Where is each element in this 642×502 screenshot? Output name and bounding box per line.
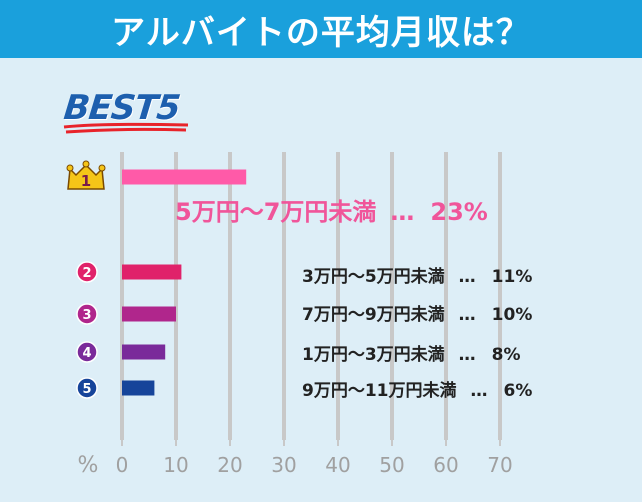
separator: …: [390, 198, 415, 226]
separator: …: [458, 267, 476, 287]
category-label: 7万円〜9万円未満: [302, 305, 445, 325]
separator: …: [458, 305, 476, 325]
rank-number: 1: [81, 172, 91, 190]
value-label: 6%: [503, 381, 533, 401]
x-unit-label: %: [78, 453, 99, 478]
best5-underline: [63, 122, 189, 134]
rank-2-label: 3万円〜5万円未満 … 11%: [302, 262, 532, 287]
rank-3-label: 7万円〜9万円未満 … 10%: [302, 300, 532, 325]
x-tick-label: 60: [433, 453, 458, 477]
value-label: 11%: [491, 267, 533, 287]
bar-rank-2: [122, 264, 182, 280]
rank-number: 3: [82, 308, 91, 323]
x-tick-label: 0: [116, 453, 129, 477]
value-label: 10%: [491, 305, 533, 325]
rank-4-label: 1万円〜3万円未満 … 8%: [302, 340, 521, 365]
category-label: 1万円〜3万円未満: [302, 345, 445, 365]
value-label: 8%: [491, 345, 521, 365]
rank-number: 2: [82, 266, 91, 281]
category-label: 3万円〜5万円未満: [302, 267, 445, 287]
rank-number: 4: [82, 346, 91, 361]
rank-1-label: 5万円〜7万円未満 … 23%: [175, 192, 488, 227]
x-tick-label: 70: [487, 453, 512, 477]
rank-circle: [76, 303, 98, 325]
x-tick-label: 50: [379, 453, 404, 477]
x-tick-label: 20: [217, 453, 242, 477]
rank-5-label: 9万円〜11万円未満 … 6%: [302, 376, 532, 401]
bar-rank-4: [122, 344, 166, 360]
category-label: 5万円〜7万円未満: [175, 198, 377, 226]
x-tick-label: 10: [163, 453, 188, 477]
bar-rank-5: [122, 380, 155, 396]
rank-circle: [76, 341, 98, 363]
value-label: 23%: [430, 198, 488, 226]
rank-number: 5: [82, 382, 91, 397]
rank-circle: [76, 261, 98, 283]
x-tick-label: 40: [325, 453, 350, 477]
bar-rank-3: [122, 306, 176, 322]
rank-circle: [76, 377, 98, 399]
x-tick-label: 30: [271, 453, 296, 477]
bar-rank-1: [122, 169, 247, 185]
chart-title: アルバイトの平均月収は？: [0, 0, 642, 58]
separator: …: [470, 381, 488, 401]
crown-icon: 1: [66, 160, 106, 190]
separator: …: [458, 345, 476, 365]
category-label: 9万円〜11万円未満: [302, 381, 457, 401]
